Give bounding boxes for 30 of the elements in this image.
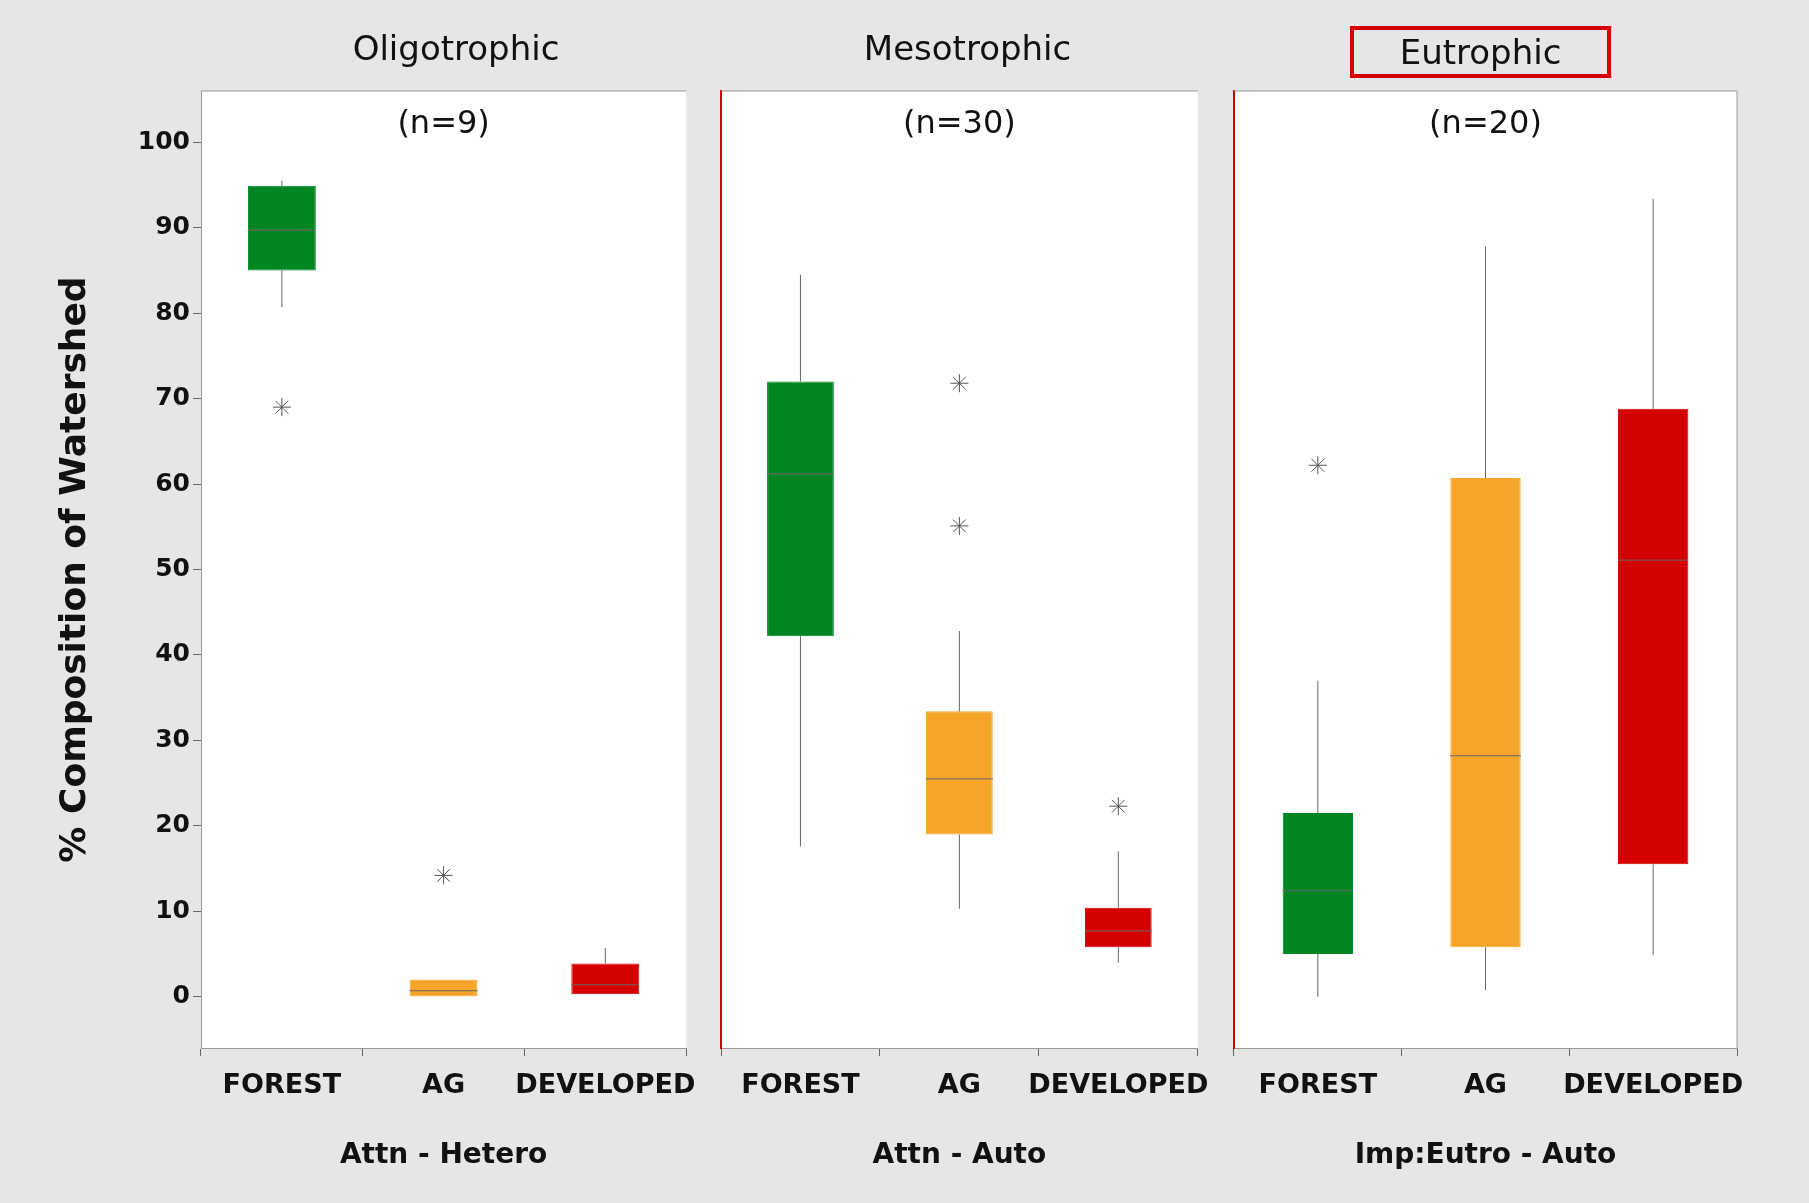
x-axis-title: Attn - Auto — [872, 1137, 1047, 1171]
chart-subtitle: (n=20) — [1429, 103, 1542, 142]
x-tick-label: AG — [937, 1068, 981, 1100]
chart-subtitle: (n=30) — [903, 103, 1016, 142]
y-tick-label: 40 — [155, 638, 190, 668]
x-tick-label: DEVELOPED — [1028, 1068, 1209, 1100]
x-axis-title: Attn - Hetero — [339, 1137, 548, 1171]
chart-title: Oligotrophic — [352, 28, 560, 68]
y-tick-label: 100 — [137, 125, 190, 155]
y-tick-label: 0 — [172, 980, 190, 1010]
y-tick-label: 10 — [155, 894, 190, 924]
y-tick-label: 60 — [155, 467, 190, 497]
x-tick-label: AG — [422, 1068, 466, 1100]
title-frame: Eutrophic — [1349, 26, 1612, 78]
y-tick-label: 30 — [155, 723, 190, 753]
y-tick-label: 90 — [155, 211, 190, 241]
y-tick-label: 50 — [155, 553, 190, 582]
y-tick-label: 20 — [155, 809, 190, 839]
x-tick-label: AG — [1463, 1068, 1508, 1100]
y-tick-label: 70 — [155, 382, 190, 412]
chart-subtitle: (n=9) — [397, 103, 490, 142]
x-tick-label: FOREST — [222, 1068, 342, 1100]
x-tick-label: FOREST — [741, 1068, 861, 1100]
x-axis-title: Imp:Eutro - Auto — [1354, 1137, 1617, 1171]
chart-title: Mesotrophic — [863, 28, 1072, 68]
x-tick-label: FOREST — [1258, 1068, 1378, 1100]
y-tick-label: 80 — [155, 296, 190, 326]
x-tick-label: DEVELOPED — [1563, 1068, 1744, 1100]
x-tick-label: DEVELOPED — [515, 1068, 696, 1100]
y-axis-title: % Composition of Watershed — [51, 276, 93, 863]
